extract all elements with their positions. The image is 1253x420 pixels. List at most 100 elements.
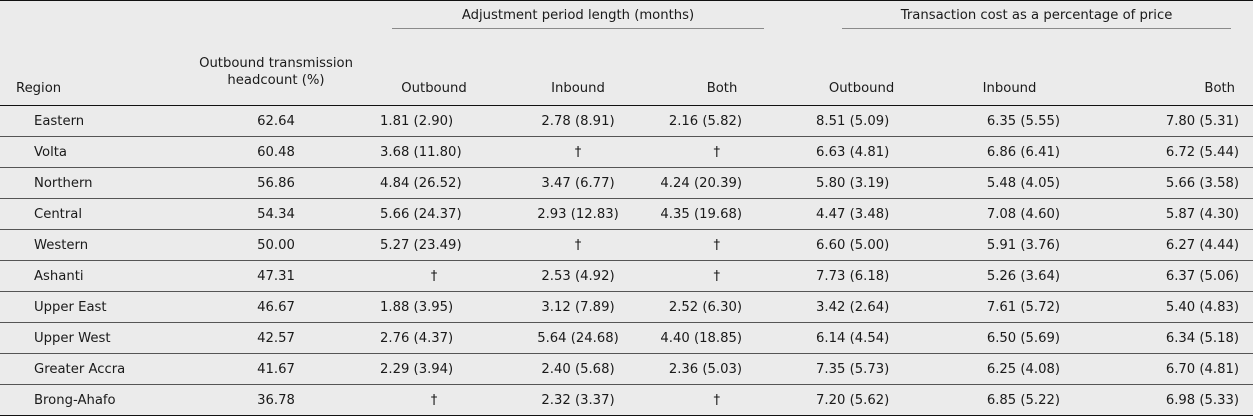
cell-tc-inbound: 5.48 (4.05) [929,167,1091,199]
column-header-adj-inbound: Inbound [506,33,650,106]
cell-adj-inbound: 3.12 (7.89) [506,291,650,323]
cell-headcount: 54.34 [190,198,362,230]
cell-adj-both: 4.35 (19.68) [650,198,795,230]
cell-tc-outbound: 7.20 (5.62) [794,384,930,416]
table-row: Upper East 46.67 1.88 (3.95) 3.12 (7.89) 2.5… [0,291,1253,323]
cell-region: Upper East [0,291,190,323]
cell-adj-outbound: 5.66 (24.37) [362,198,506,230]
cell-adj-outbound: 1.81 (2.90) [362,105,506,137]
cell-headcount: 50.00 [190,229,362,261]
cell-adj-outbound: 3.68 (11.80) [362,136,506,168]
cell-tc-both: 6.34 (5.18) [1090,322,1253,354]
cell-adj-both: 4.40 (18.85) [650,322,795,354]
cell-adj-inbound: 2.40 (5.68) [506,353,650,385]
column-header-region: Region [0,33,190,106]
cell-adj-outbound: 2.76 (4.37) [362,322,506,354]
cell-tc-inbound: 6.35 (5.55) [929,105,1091,137]
cell-adj-inbound: † [506,136,650,168]
cell-tc-outbound: 7.35 (5.73) [794,353,930,385]
cell-tc-outbound: 6.60 (5.00) [794,229,930,261]
cell-adj-both: 2.52 (6.30) [650,291,795,323]
cell-region: Brong-Ahafo [0,384,190,416]
cell-adj-outbound: † [362,260,506,292]
cell-adj-both: 2.16 (5.82) [650,105,795,137]
table-header: Adjustment period length (months) Transa… [0,0,1253,106]
cell-tc-both: 6.37 (5.06) [1090,260,1253,292]
header-spacer [0,0,190,33]
table-row: Central 54.34 5.66 (24.37) 2.93 (12.83) 4.35… [0,198,1253,230]
cell-headcount: 41.67 [190,353,362,385]
cell-adj-both: † [650,136,795,168]
table-body: Eastern 62.64 1.81 (2.90) 2.78 (8.91) 2.16 (… [0,105,1253,416]
cell-tc-outbound: 5.80 (3.19) [794,167,930,199]
cell-region: Upper West [0,322,190,354]
cell-adj-inbound: 2.78 (8.91) [506,105,650,137]
column-header-headcount-label: Outbound transmission headcount (%) [199,56,353,88]
cell-adj-inbound: 3.47 (6.77) [506,167,650,199]
cell-headcount: 62.64 [190,105,362,137]
column-header-headcount: Outbound transmission headcount (%) [190,33,362,106]
cell-tc-both: 7.80 (5.31) [1090,105,1253,137]
table-row: Greater Accra 41.67 2.29 (3.94) 2.40 (5.68)… [0,353,1253,385]
cell-region: Central [0,198,190,230]
cell-tc-both: 5.40 (4.83) [1090,291,1253,323]
cell-tc-inbound: 5.91 (3.76) [929,229,1091,261]
cell-adj-inbound: † [506,229,650,261]
table-row: Northern 56.86 4.84 (26.52) 3.47 (6.77) 4.24… [0,167,1253,199]
cell-adj-outbound: † [362,384,506,416]
cell-adj-inbound: 2.32 (3.37) [506,384,650,416]
table-row: Upper West 42.57 2.76 (4.37) 5.64 (24.68) 4.… [0,322,1253,354]
cell-tc-inbound: 6.85 (5.22) [929,384,1091,416]
cell-tc-inbound: 7.08 (4.60) [929,198,1091,230]
group-header-transaction: Transaction cost as a percentage of pric… [794,0,1253,33]
cell-adj-both: † [650,260,795,292]
cell-tc-both: 5.87 (4.30) [1090,198,1253,230]
cell-headcount: 56.86 [190,167,362,199]
cell-tc-outbound: 4.47 (3.48) [794,198,930,230]
column-header-tc-inbound: Inbound [929,33,1091,106]
cell-adj-outbound: 4.84 (26.52) [362,167,506,199]
column-header-tc-both: Both [1090,33,1253,106]
cell-adj-inbound: 5.64 (24.68) [506,322,650,354]
column-header-adj-both: Both [650,33,795,106]
group-header-transaction-label: Transaction cost as a percentage of pric… [842,7,1232,29]
cell-tc-outbound: 6.63 (4.81) [794,136,930,168]
column-header-tc-outbound: Outbound [794,33,930,106]
cell-region: Volta [0,136,190,168]
cell-tc-both: 5.66 (3.58) [1090,167,1253,199]
cell-adj-both: 4.24 (20.39) [650,167,795,199]
cell-tc-outbound: 8.51 (5.09) [794,105,930,137]
header-spacer [190,0,362,33]
cell-tc-outbound: 3.42 (2.64) [794,291,930,323]
cell-adj-both: † [650,384,795,416]
header-group-row: Adjustment period length (months) Transa… [0,0,1253,33]
cell-adj-outbound: 1.88 (3.95) [362,291,506,323]
cell-headcount: 46.67 [190,291,362,323]
cell-region: Northern [0,167,190,199]
table-row: Ashanti 47.31 † 2.53 (4.92) † 7.73 (6.18) 5.26… [0,260,1253,292]
cell-headcount: 42.57 [190,322,362,354]
cell-tc-both: 6.98 (5.33) [1090,384,1253,416]
cell-tc-outbound: 6.14 (4.54) [794,322,930,354]
cell-tc-outbound: 7.73 (6.18) [794,260,930,292]
cell-adj-outbound: 5.27 (23.49) [362,229,506,261]
cell-tc-inbound: 6.25 (4.08) [929,353,1091,385]
cell-tc-inbound: 5.26 (3.64) [929,260,1091,292]
cell-adj-inbound: 2.53 (4.92) [506,260,650,292]
header-column-row: Region Outbound transmission headcount (… [0,33,1253,106]
cell-tc-both: 6.70 (4.81) [1090,353,1253,385]
table-row: Western 50.00 5.27 (23.49) † † 6.60 (5.00) 5.9… [0,229,1253,261]
cell-tc-both: 6.72 (5.44) [1090,136,1253,168]
group-header-adjustment: Adjustment period length (months) [362,0,795,33]
cell-adj-inbound: 2.93 (12.83) [506,198,650,230]
cell-tc-both: 6.27 (4.44) [1090,229,1253,261]
cell-adj-both: 2.36 (5.03) [650,353,795,385]
cell-region: Greater Accra [0,353,190,385]
cell-headcount: 47.31 [190,260,362,292]
cell-headcount: 36.78 [190,384,362,416]
table-row: Eastern 62.64 1.81 (2.90) 2.78 (8.91) 2.16 (… [0,105,1253,137]
cell-region: Ashanti [0,260,190,292]
cell-tc-inbound: 6.86 (6.41) [929,136,1091,168]
